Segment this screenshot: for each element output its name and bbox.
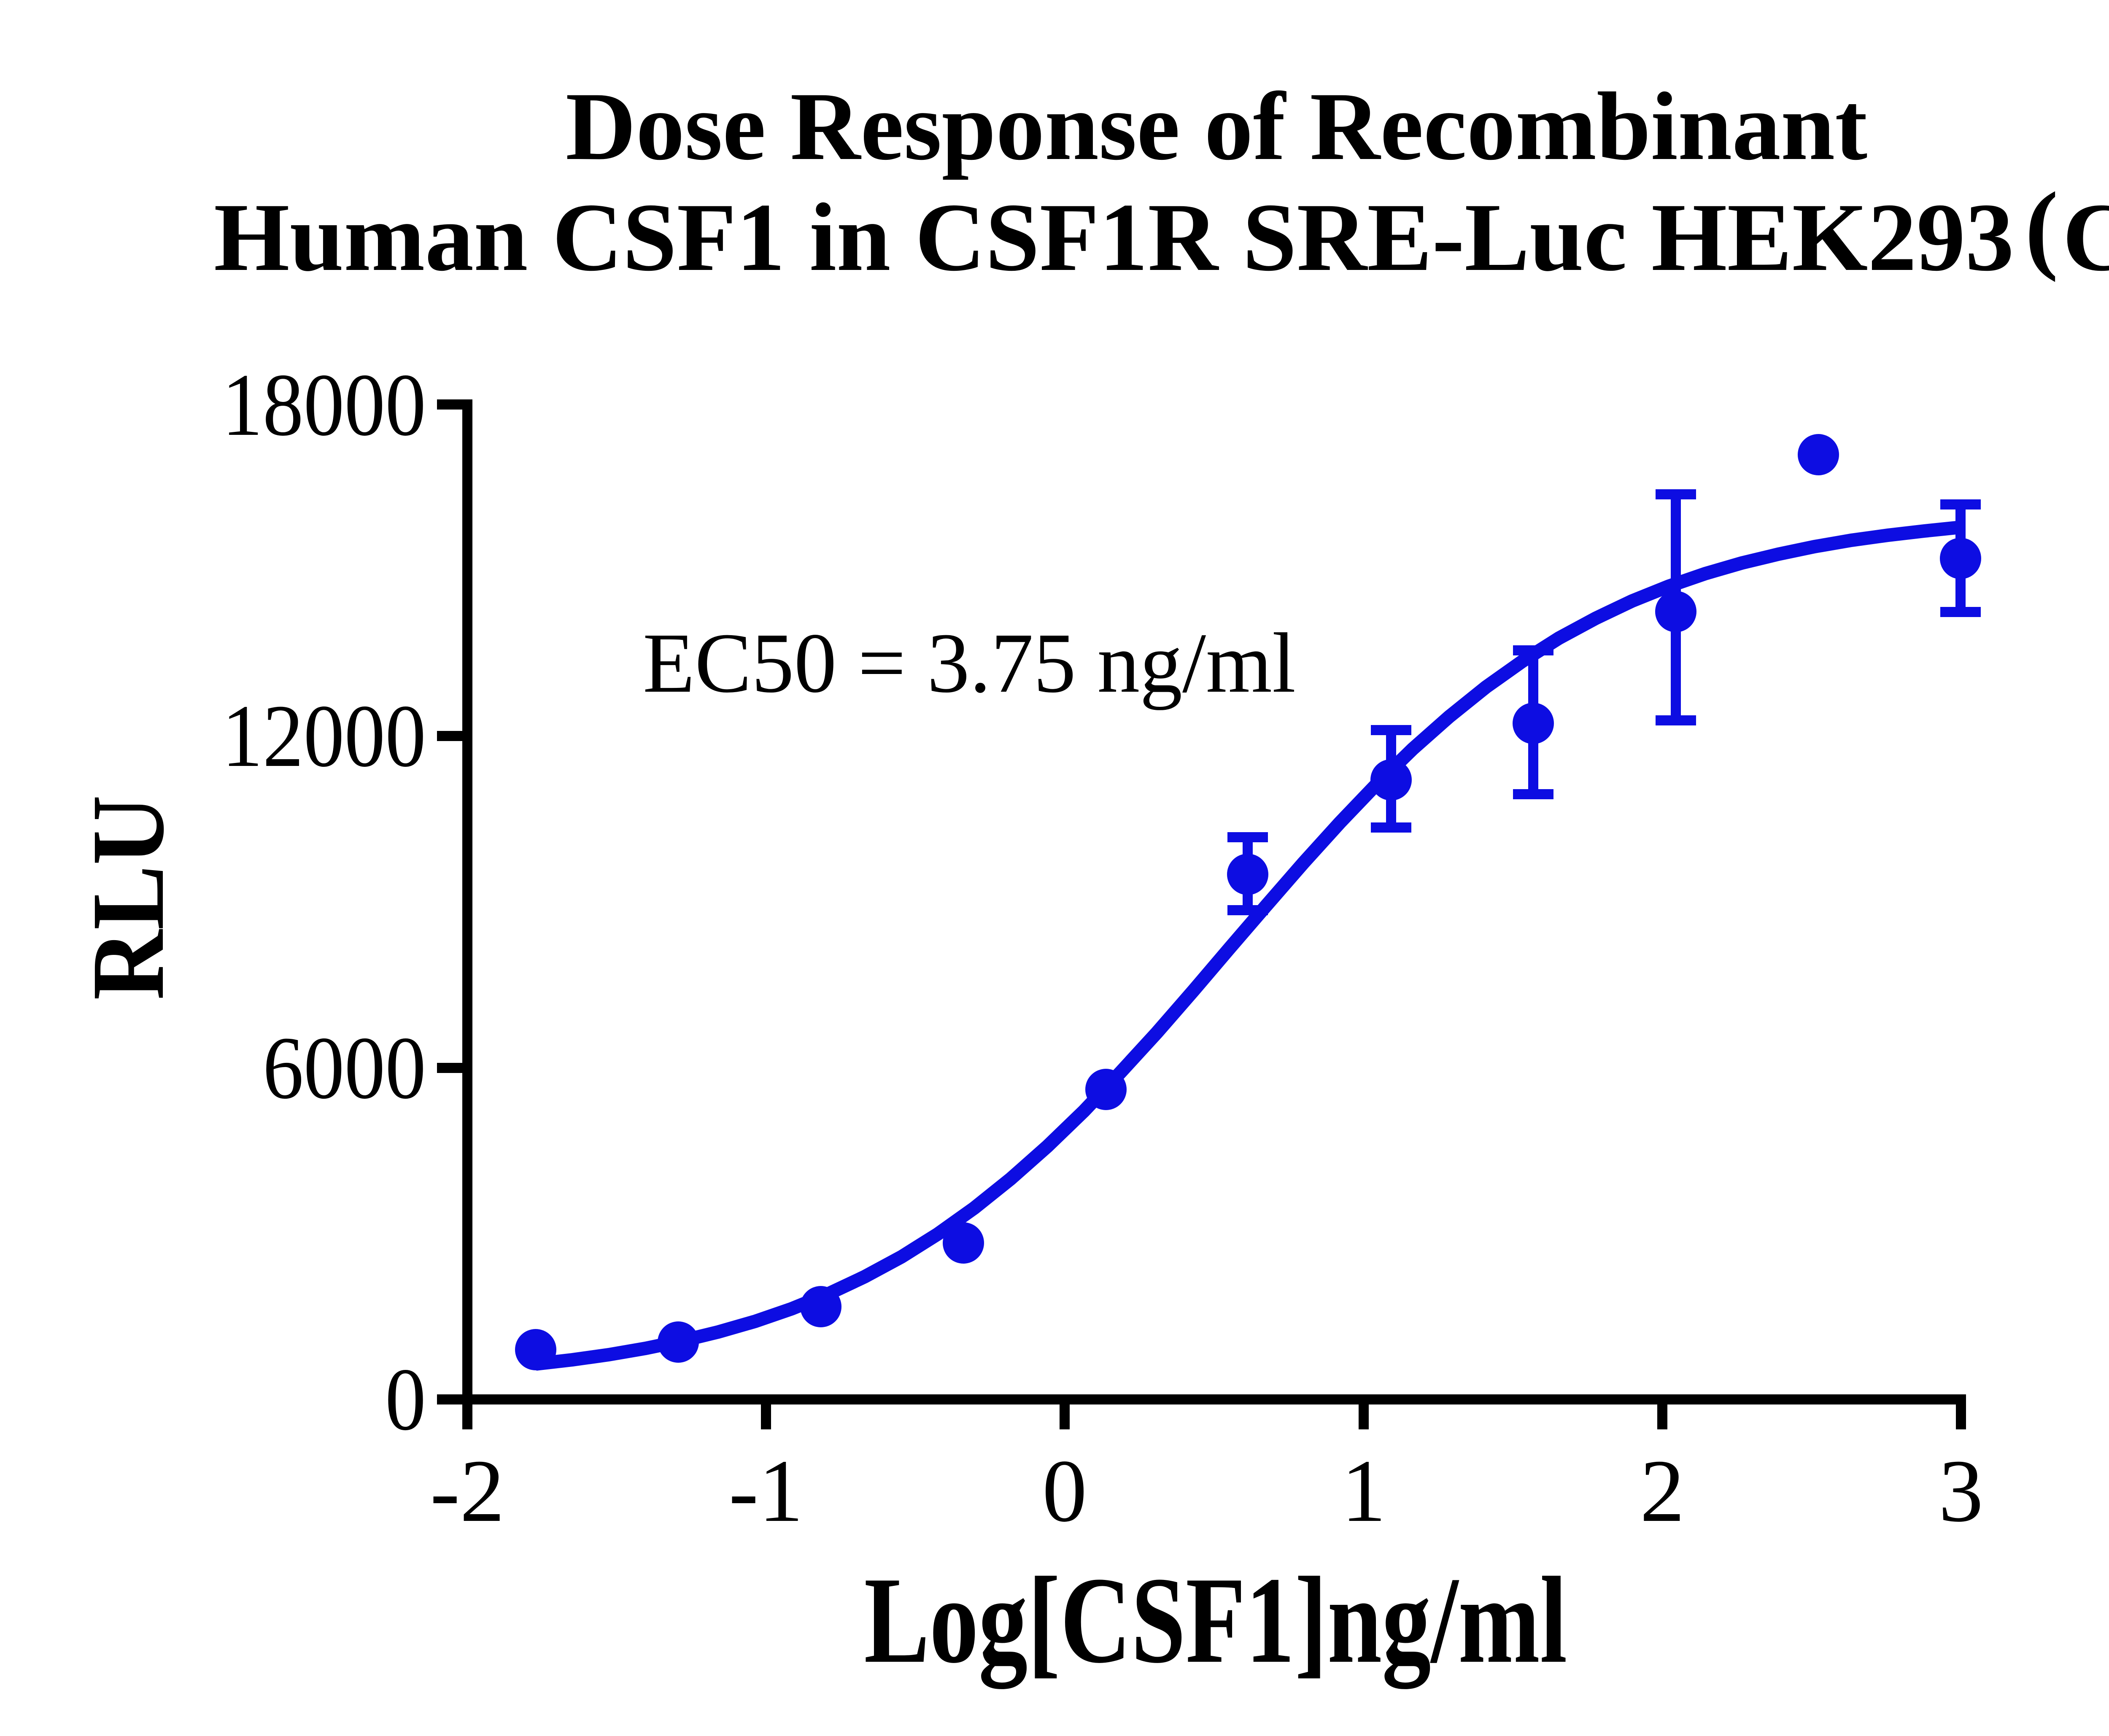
svg-text:18000: 18000 [222, 355, 426, 454]
svg-text:1: 1 [1341, 1441, 1386, 1540]
svg-text:EC50 = 3.75 ng/ml: EC50 = 3.75 ng/ml [643, 615, 1296, 710]
svg-text:12000: 12000 [222, 686, 426, 785]
svg-text:RLU: RLU [71, 795, 186, 1000]
svg-text:6000: 6000 [263, 1018, 426, 1117]
svg-text:-2: -2 [430, 1441, 505, 1540]
svg-text:2: 2 [1640, 1441, 1685, 1540]
svg-text:Dose Response of Recombinant: Dose Response of Recombinant [566, 72, 1867, 180]
svg-text:3: 3 [1939, 1441, 1983, 1540]
svg-text:Human CSF1 in CSF1R SRE-Luc HE: Human CSF1 in CSF1R SRE-Luc HEK293(C2) [214, 172, 2109, 291]
svg-text:Log[CSF1]ng/ml: Log[CSF1]ng/ml [864, 1551, 1567, 1691]
svg-text:0: 0 [385, 1350, 426, 1449]
svg-text:0: 0 [1042, 1441, 1087, 1540]
svg-text:-1: -1 [729, 1441, 804, 1540]
